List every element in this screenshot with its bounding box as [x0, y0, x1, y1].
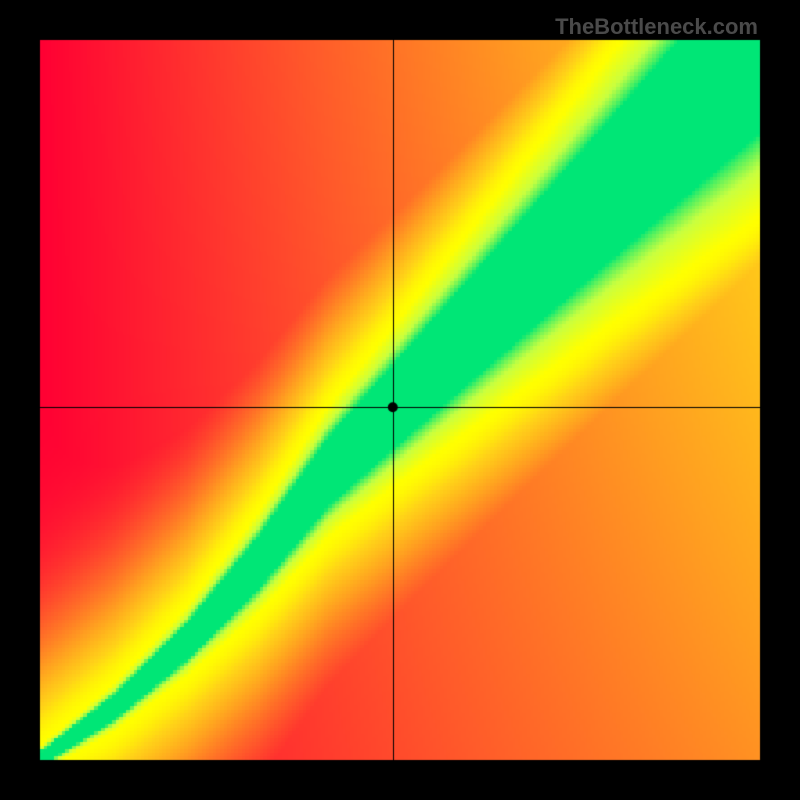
watermark-text: TheBottleneck.com — [555, 14, 758, 40]
bottleneck-heatmap — [0, 0, 800, 800]
